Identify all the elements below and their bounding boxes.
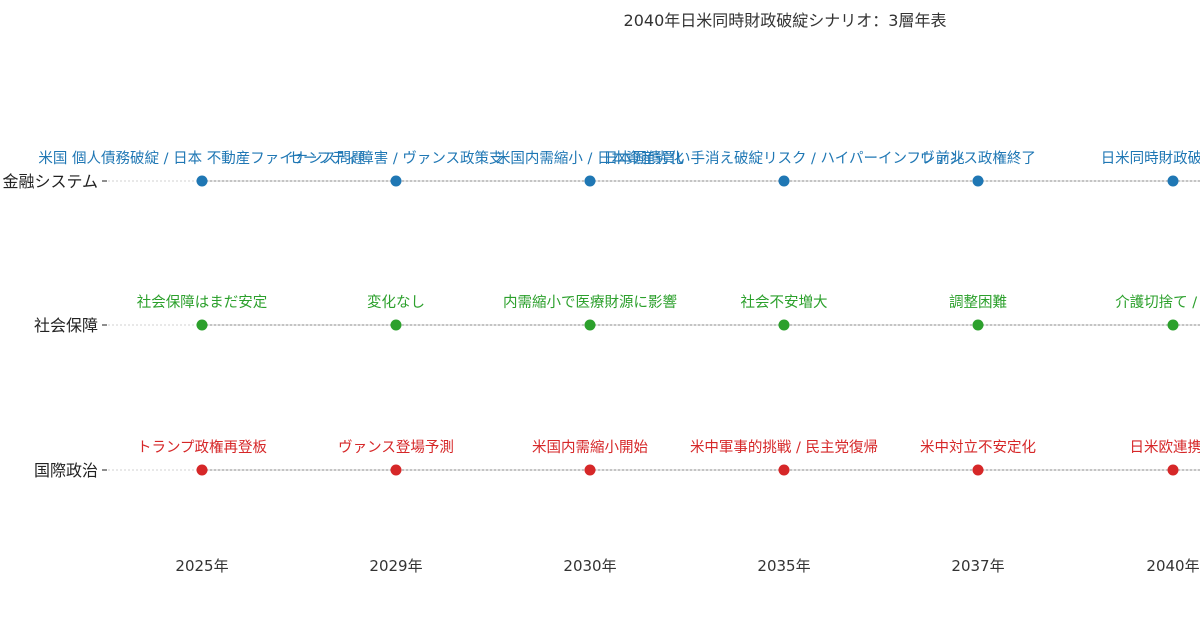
event-label: 内需縮小で医療財源に影響 (503, 293, 677, 311)
event-label: 社会不安増大 (741, 294, 828, 311)
event-label: ヴァンス登場予測 (338, 439, 454, 456)
event-marker (1168, 465, 1179, 476)
event-label: 日米同時財政破綻 / 金 (1101, 150, 1200, 167)
event-marker (973, 320, 984, 331)
event-marker (585, 465, 596, 476)
event-label: 調整困難 (949, 294, 1007, 311)
event-marker (585, 320, 596, 331)
event-marker (779, 465, 790, 476)
event-label: 社会保障はまだ安定 (137, 293, 268, 311)
event-label: 変化なし (367, 294, 425, 311)
event-label: 日本国債買い手消え破綻リスク / ハイパーインフレ前兆 (603, 150, 964, 167)
event-marker (779, 320, 790, 331)
x-tick-label: 2040年 (1146, 557, 1199, 575)
y-axis: 国際政治 社会保障 金融システム (2, 172, 107, 480)
y-tick-label: 国際政治 (34, 461, 98, 480)
event-marker (779, 176, 790, 187)
x-tick-label: 2029年 (369, 557, 422, 575)
event-label: トランプ政権再登板 (137, 438, 268, 456)
event-label: 介護切捨て / 未婚 (1115, 293, 1200, 311)
event-label: ヴァンス政権終了 (920, 150, 1036, 167)
event-marker (197, 465, 208, 476)
x-axis: 2025年 2029年 2030年 2035年 2037年 2040年 (175, 557, 1199, 575)
event-label: セーフティ障害 / ヴァンス政策支 (288, 149, 503, 167)
y-tick-label: 社会保障 (34, 316, 98, 335)
event-label: 米中軍事的挑戦 / 民主党復帰 (690, 438, 878, 456)
y-tick-label: 金融システム (2, 172, 98, 191)
x-tick-label: 2037年 (951, 557, 1004, 575)
x-tick-label: 2025年 (175, 557, 228, 575)
event-labels: トランプ政権再登板 ヴァンス登場予測 米国内需縮小開始 米中軍事的挑戦 / 民主党復帰… (38, 149, 1200, 456)
x-tick-label: 2030年 (563, 557, 616, 575)
event-marker (391, 465, 402, 476)
event-marker (197, 176, 208, 187)
event-marker (391, 320, 402, 331)
chart-title: 2040年日米同時財政破綻シナリオ：3層年表 (624, 11, 947, 30)
event-marker (973, 176, 984, 187)
event-marker (1168, 320, 1179, 331)
event-marker (585, 176, 596, 187)
event-marker (973, 465, 984, 476)
event-label: 米国内需縮小開始 (532, 439, 648, 456)
event-label: 日米欧連携崩 (1130, 439, 1200, 456)
row-guide-lines (108, 181, 1200, 470)
x-tick-label: 2035年 (757, 557, 810, 575)
event-marker (1168, 176, 1179, 187)
event-marker (197, 320, 208, 331)
event-label: 米中対立不安定化 (920, 439, 1036, 456)
event-marker (391, 176, 402, 187)
